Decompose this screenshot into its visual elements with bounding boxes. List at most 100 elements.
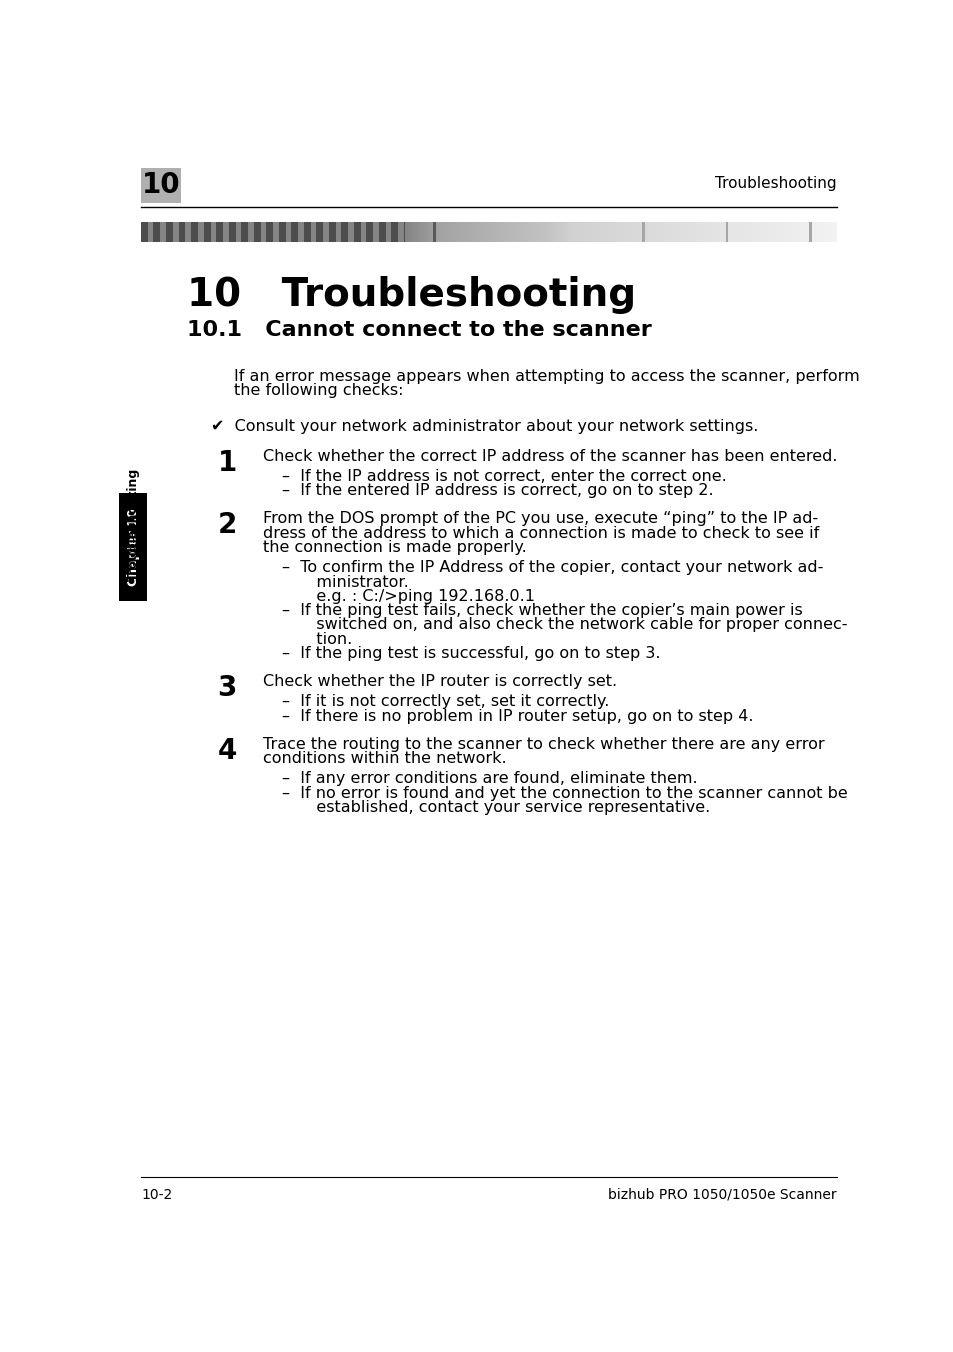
Bar [499,222,501,242]
Text: 1: 1 [217,449,236,477]
Text: ✔  Consult your network administrator about your network settings.: ✔ Consult your network administrator abo… [211,419,758,434]
Bar [256,222,257,242]
Bar [529,222,530,242]
Bar [636,222,638,242]
Bar [539,222,541,242]
Bar [206,222,208,242]
Bar [205,222,206,242]
Bar [151,222,152,242]
Bar [167,222,169,242]
Bar [669,222,671,242]
Bar [551,222,553,242]
Text: 2: 2 [217,511,236,539]
Bar [611,222,612,242]
Bar [344,222,345,242]
Bar [501,222,502,242]
Bar [177,222,178,242]
Bar [245,222,247,242]
Bar [341,222,342,242]
Bar [506,222,508,242]
Text: conditions within the network.: conditions within the network. [262,750,506,765]
Bar [436,222,437,242]
Text: the following checks:: the following checks: [233,383,403,399]
Bar [366,222,368,242]
Bar [624,222,626,242]
Bar [386,222,387,242]
Bar [354,222,355,242]
Bar [252,222,253,242]
Bar [532,222,533,242]
Bar [150,222,151,242]
Bar [199,222,200,242]
Bar [424,222,426,242]
Bar [169,222,170,242]
Bar [448,222,450,242]
Bar [203,222,205,242]
Bar [648,222,650,242]
Bar [368,222,369,242]
Bar [563,222,565,242]
Bar [230,222,232,242]
Text: Trace the routing to the scanner to check whether there are any error: Trace the routing to the scanner to chec… [262,737,823,752]
Bar [145,222,147,242]
Bar [357,222,359,242]
Bar [178,222,180,242]
Bar [493,222,494,242]
Bar [348,222,350,242]
Bar [193,222,195,242]
Bar [347,222,348,242]
Bar [810,222,811,242]
Bar [298,222,299,242]
Bar [560,222,562,242]
Bar [565,222,566,242]
Bar [363,222,365,242]
Bar [645,222,647,242]
Bar [666,222,668,242]
Bar [825,222,826,242]
Bar [233,222,234,242]
Bar [191,222,193,242]
Bar [180,222,181,242]
Bar [119,493,147,602]
Bar [654,222,656,242]
Bar [732,222,733,242]
Bar [744,222,745,242]
Bar [262,222,263,242]
Bar [642,222,644,242]
Bar [762,222,763,242]
Bar [453,222,454,242]
Bar [454,222,455,242]
Text: –  If the IP address is not correct, enter the correct one.: – If the IP address is not correct, ente… [282,469,726,484]
Bar [626,222,627,242]
Bar [316,222,317,242]
Bar [697,222,699,242]
Bar [387,222,388,242]
Bar [718,222,720,242]
Bar [442,222,444,242]
Bar [804,222,805,242]
Bar [221,222,223,242]
Bar [429,222,430,242]
Text: 4: 4 [217,737,236,765]
Text: the connection is made properly.: the connection is made properly. [262,539,526,554]
Bar [745,222,747,242]
Bar [217,222,218,242]
Bar [494,222,496,242]
Bar [213,222,214,242]
Bar [632,222,633,242]
Bar [380,222,381,242]
Bar [602,222,604,242]
Bar [487,222,489,242]
Bar [641,222,642,242]
Bar [412,222,414,242]
Bar [375,222,377,242]
Bar [426,222,427,242]
Bar [265,222,266,242]
Bar [620,222,622,242]
Bar [308,222,309,242]
Bar [605,222,607,242]
Bar [736,222,738,242]
Bar [220,222,221,242]
Bar [395,222,396,242]
Bar [757,222,759,242]
